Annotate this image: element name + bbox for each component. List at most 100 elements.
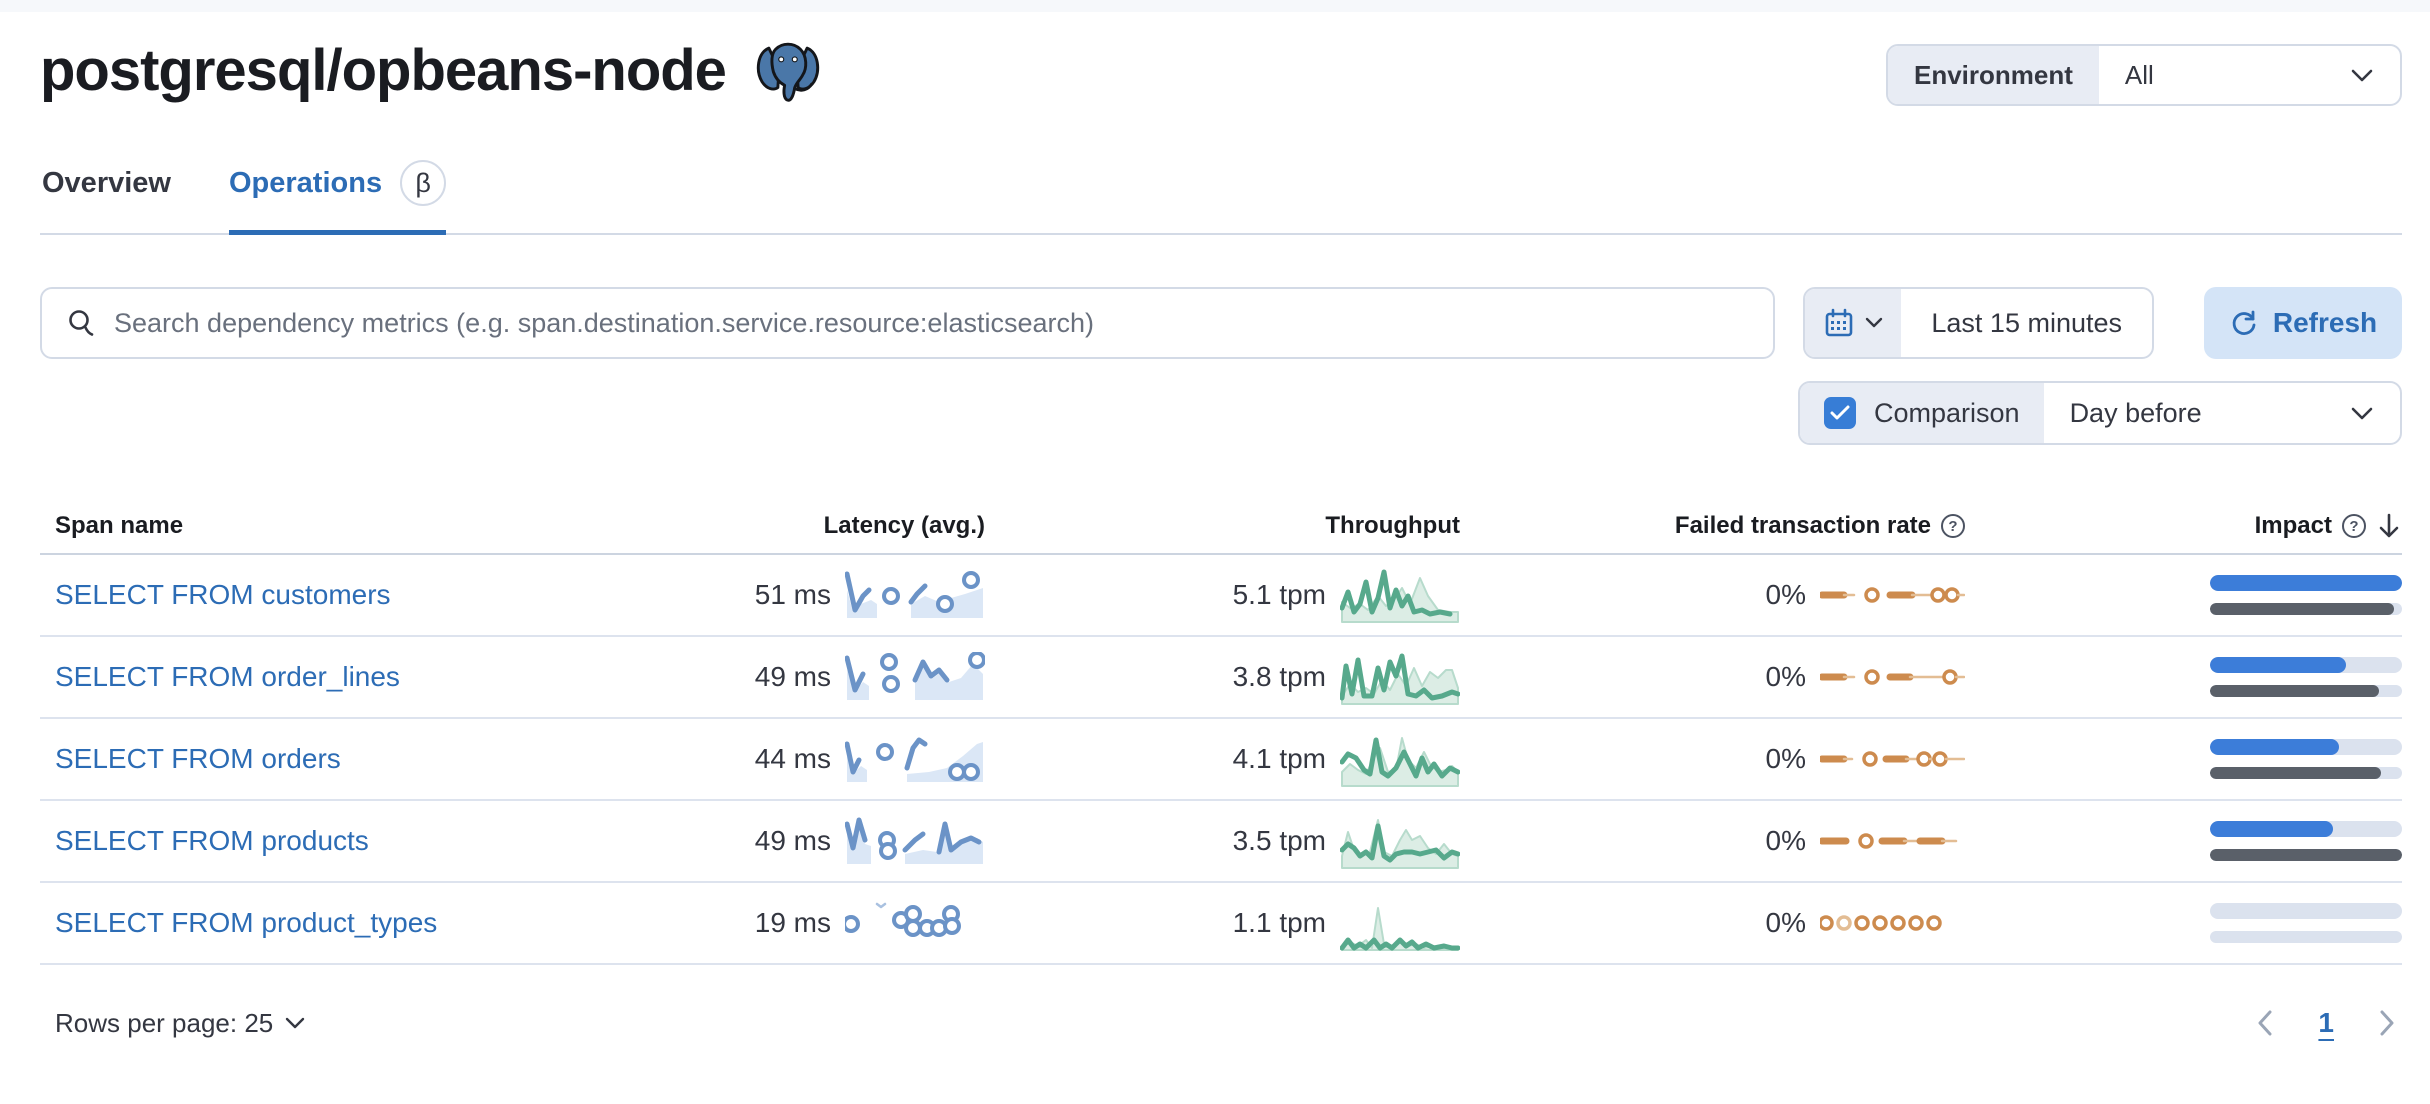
postgresql-elephant-icon bbox=[756, 42, 820, 102]
environment-label: Environment bbox=[1888, 46, 2099, 104]
table-row: SELECT FROM customers 51 ms 5.1 tpm 0% bbox=[40, 555, 2402, 637]
time-range-button[interactable]: Last 15 minutes bbox=[1931, 307, 2122, 338]
latency-cell: 44 ms bbox=[535, 734, 985, 784]
tab-operations-label: Operations bbox=[228, 166, 383, 199]
impact-bars bbox=[2210, 821, 2402, 861]
comparison-row: Comparison Day before bbox=[40, 381, 2402, 445]
impact-bar-previous bbox=[2210, 685, 2379, 697]
failed-rate-value: 0% bbox=[1765, 743, 1806, 774]
column-header-impact[interactable]: Impact ? bbox=[1965, 512, 2402, 540]
latency-value: 49 ms bbox=[754, 661, 831, 692]
throughput-cell: 5.1 tpm bbox=[985, 566, 1460, 624]
comparison-checkbox[interactable] bbox=[1824, 397, 1856, 429]
help-icon[interactable]: ? bbox=[1941, 514, 1965, 538]
tab-overview[interactable]: Overview bbox=[42, 160, 171, 235]
span-name-link[interactable]: SELECT FROM products bbox=[55, 825, 369, 856]
impact-bar-previous-track bbox=[2210, 849, 2402, 861]
refresh-button[interactable]: Refresh bbox=[2204, 287, 2402, 359]
chevron-down-icon bbox=[2351, 407, 2373, 419]
help-icon[interactable]: ? bbox=[2342, 514, 2366, 538]
throughput-sparkline bbox=[1340, 907, 1460, 951]
table-row: SELECT FROM order_lines 49 ms 3.8 tpm 0% bbox=[40, 637, 2402, 719]
span-name-link[interactable]: SELECT FROM customers bbox=[55, 579, 391, 610]
comparison-label: Comparison bbox=[1874, 397, 2020, 428]
failed-rate-value: 0% bbox=[1765, 907, 1806, 938]
pagination: 1 bbox=[2256, 1007, 2402, 1039]
impact-bar-current bbox=[2210, 657, 2347, 673]
throughput-cell: 1.1 tpm bbox=[985, 894, 1460, 952]
impact-bars bbox=[2210, 739, 2402, 779]
span-name-link[interactable]: SELECT FROM order_lines bbox=[55, 661, 400, 692]
impact-bars bbox=[2210, 903, 2402, 943]
latency-cell: 19 ms bbox=[535, 898, 985, 948]
failed-rate-sparkline bbox=[1820, 751, 1965, 767]
impact-bar-current bbox=[2210, 739, 2339, 755]
tab-bar: Overview Operations β bbox=[40, 160, 2402, 235]
failed-rate-sparkline bbox=[1820, 587, 1965, 603]
throughput-value: 3.8 tpm bbox=[1232, 661, 1326, 692]
impact-cell bbox=[1965, 821, 2402, 861]
page-title: postgresql/opbeans-node bbox=[40, 37, 727, 103]
failed-rate-value: 0% bbox=[1765, 825, 1806, 856]
comparison-control: Comparison Day before bbox=[1798, 381, 2402, 445]
throughput-cell: 3.8 tpm bbox=[985, 648, 1460, 706]
rows-per-page-label: Rows per page: 25 bbox=[55, 1007, 274, 1038]
throughput-sparkline bbox=[1340, 819, 1460, 869]
throughput-sparkline bbox=[1340, 653, 1460, 705]
latency-cell: 49 ms bbox=[535, 652, 985, 702]
operations-table: Span name Latency (avg.) Throughput Fail… bbox=[40, 499, 2402, 965]
comparison-checkbox-group[interactable]: Comparison bbox=[1800, 383, 2044, 443]
span-name-link[interactable]: SELECT FROM product_types bbox=[55, 907, 438, 938]
page-number[interactable]: 1 bbox=[2318, 1007, 2334, 1038]
beta-badge: β bbox=[400, 160, 447, 206]
table-body: SELECT FROM customers 51 ms 5.1 tpm 0% SELEC… bbox=[40, 555, 2402, 965]
failed-rate-sparkline bbox=[1820, 669, 1965, 685]
failed-rate-cell: 0% bbox=[1460, 901, 1965, 945]
impact-bar-current-track bbox=[2210, 657, 2402, 673]
tab-overview-label: Overview bbox=[42, 166, 171, 199]
chevron-down-icon bbox=[2351, 69, 2373, 81]
search-input[interactable] bbox=[114, 307, 1750, 339]
impact-bar-previous-track bbox=[2210, 767, 2402, 779]
date-picker-quick-menu[interactable] bbox=[1805, 289, 1902, 357]
impact-bar-previous bbox=[2210, 603, 2395, 615]
refresh-label: Refresh bbox=[2272, 307, 2378, 338]
latency-sparkline bbox=[845, 902, 961, 937]
dependency-operations-page: postgresql/opbeans-node Environment All bbox=[0, 32, 2430, 1039]
rows-per-page-button[interactable]: Rows per page: 25 bbox=[55, 1008, 305, 1039]
column-header-span-name: Span name bbox=[55, 512, 184, 539]
refresh-icon bbox=[2232, 310, 2256, 335]
failed-rate-value: 0% bbox=[1765, 661, 1806, 692]
throughput-sparkline bbox=[1340, 569, 1459, 623]
toolbar: Last 15 minutes Refresh bbox=[40, 287, 2402, 359]
table-header: Span name Latency (avg.) Throughput Fail… bbox=[40, 499, 2402, 555]
previous-page-button[interactable] bbox=[2256, 1009, 2274, 1037]
span-name-link[interactable]: SELECT FROM orders bbox=[55, 743, 341, 774]
latency-value: 51 ms bbox=[754, 579, 831, 610]
environment-value[interactable]: All bbox=[2099, 46, 2400, 104]
latency-value: 44 ms bbox=[754, 743, 831, 774]
span-name-cell: SELECT FROM products bbox=[40, 825, 535, 857]
next-page-button[interactable] bbox=[2378, 1009, 2396, 1037]
comparison-select[interactable]: Day before bbox=[2044, 383, 2400, 443]
impact-bar-previous bbox=[2210, 767, 2381, 779]
impact-bar-previous-track bbox=[2210, 685, 2402, 697]
impact-header-label: Impact bbox=[2254, 512, 2332, 539]
throughput-cell: 4.1 tpm bbox=[985, 730, 1460, 788]
impact-bar-current-track bbox=[2210, 739, 2402, 755]
span-name-cell: SELECT FROM customers bbox=[40, 579, 535, 611]
latency-cell: 51 ms bbox=[535, 570, 985, 620]
span-name-cell: SELECT FROM orders bbox=[40, 743, 535, 775]
table-row: SELECT FROM product_types 19 ms 1.1 tpm 0% bbox=[40, 883, 2402, 965]
throughput-value: 4.1 tpm bbox=[1232, 743, 1326, 774]
impact-cell bbox=[1965, 739, 2402, 779]
latency-value: 49 ms bbox=[754, 825, 831, 856]
throughput-cell: 3.5 tpm bbox=[985, 812, 1460, 870]
impact-bar-current-track bbox=[2210, 821, 2402, 837]
impact-bars bbox=[2210, 575, 2402, 615]
comparison-selected: Day before bbox=[2069, 397, 2202, 428]
environment-select[interactable]: Environment All bbox=[1886, 44, 2402, 106]
check-icon bbox=[1830, 405, 1850, 420]
search-icon bbox=[69, 310, 94, 336]
tab-operations[interactable]: Operations β bbox=[228, 160, 447, 235]
